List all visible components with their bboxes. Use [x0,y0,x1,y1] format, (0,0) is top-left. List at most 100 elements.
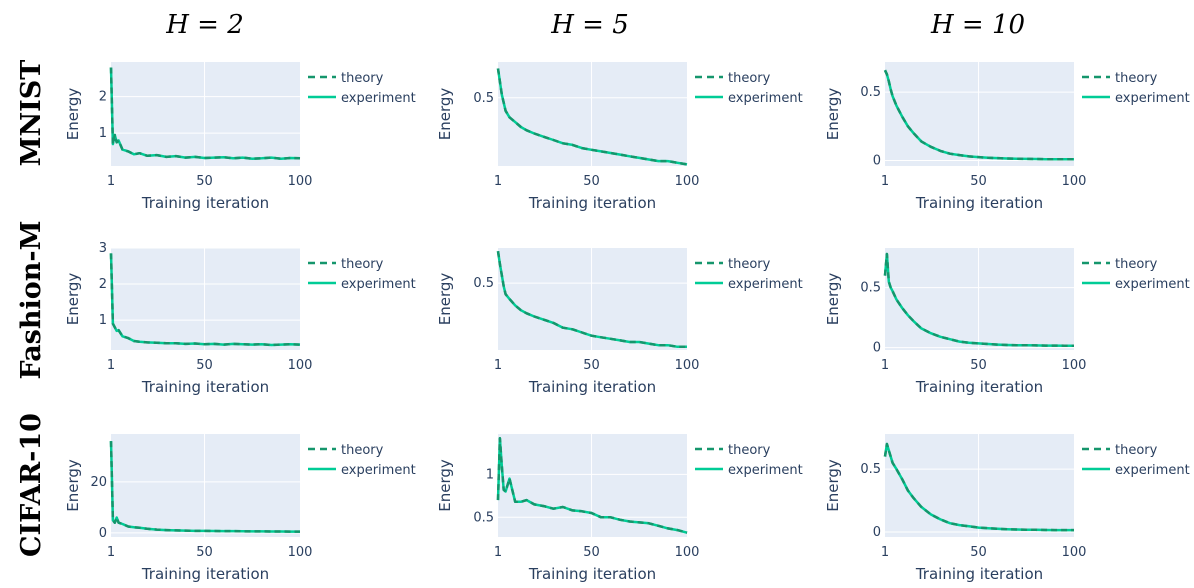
legend-label-theory: theory [728,443,771,458]
y-tick-label: 2 [99,90,107,105]
x-axis-label: Training iteration [915,194,1043,212]
x-tick-label: 100 [1062,358,1087,373]
column-title: H = 2 [165,10,244,40]
legend-label-experiment: experiment [341,91,416,106]
legend-label-theory: theory [341,257,384,272]
x-tick-label: 1 [107,174,115,189]
y-axis-label: Energy [64,273,82,326]
subplot-3-1: 1 50 100 0 20 Training iteration Energy theory e… [64,434,416,583]
x-tick-label: 1 [107,545,115,560]
legend-label-theory: theory [728,257,771,272]
x-tick-label: 50 [970,358,987,373]
y-axis-label: Energy [64,459,82,512]
x-tick-label: 50 [196,545,213,560]
legend-label-experiment: experiment [1115,277,1190,292]
plot-area [885,434,1074,537]
plot-area [111,62,300,166]
subplot-1-1: 1 50 100 1 2 Training iteration Energy theory ex… [64,62,416,212]
row-label: Fashion-M [16,220,47,379]
legend-label-theory: theory [1115,257,1158,272]
y-axis-label: Energy [824,459,842,512]
x-tick-label: 100 [1062,174,1087,189]
legend-label-theory: theory [341,71,384,86]
y-axis-label: Energy [824,273,842,326]
series-line-theory [496,68,688,166]
legend-label-experiment: experiment [1115,91,1190,106]
y-axis-label: Energy [436,459,454,512]
x-tick-label: 50 [196,358,213,373]
x-tick-label: 1 [494,545,502,560]
y-tick-label: 0.5 [473,91,494,106]
subplot-2-3: 1 50 100 0 0.5 Training iteration Energy theory… [824,248,1190,396]
subplot-3-3: 1 50 100 0 0.5 Training iteration Energy theory… [824,434,1190,583]
y-axis-label: Energy [824,88,842,141]
legend-label-experiment: experiment [341,277,416,292]
legend-label-experiment: experiment [1115,463,1190,478]
x-tick-label: 100 [288,358,313,373]
legend-label-experiment: experiment [728,277,803,292]
row-label: CIFAR-10 [16,413,47,557]
x-tick-label: 1 [881,358,889,373]
x-tick-label: 100 [675,358,700,373]
x-axis-label: Training iteration [141,565,269,583]
y-tick-label: 1 [99,126,107,141]
plot-area [111,434,300,537]
legend-label-theory: theory [1115,443,1158,458]
x-axis-label: Training iteration [141,378,269,396]
plot-area [498,248,687,350]
x-tick-label: 100 [288,545,313,560]
y-tick-label: 0 [873,154,881,169]
series-line-theory [109,441,300,533]
y-tick-label: 3 [99,241,107,256]
y-tick-label: 0 [99,526,107,541]
subplot-1-3: 1 50 100 0 0.5 Training iteration Energy theory… [824,62,1190,212]
y-tick-label: 0.5 [860,281,881,296]
subplot-3-2: 1 50 100 0.5 1 Training iteration Energy theory… [436,434,803,583]
x-tick-label: 100 [675,174,700,189]
plot-area [498,62,687,166]
x-tick-label: 100 [1062,545,1087,560]
series-line-theory [496,251,687,349]
x-tick-label: 50 [583,358,600,373]
x-axis-label: Training iteration [528,378,656,396]
legend-label-theory: theory [341,443,384,458]
legend-label-experiment: experiment [728,463,803,478]
series-line-experiment [496,437,688,534]
y-tick-label: 1 [99,313,107,328]
column-title: H = 10 [930,10,1025,40]
x-axis-label: Training iteration [915,565,1043,583]
x-tick-label: 1 [494,174,502,189]
y-tick-label: 0 [873,341,881,356]
subplot-1-2: 1 50 100 0.5 Training iteration Energy theory e… [436,62,803,212]
x-axis-label: Training iteration [528,194,656,212]
y-tick-label: 0 [873,525,881,540]
y-axis-label: Energy [436,273,454,326]
series-line-experiment [883,69,1074,161]
legend-label-theory: theory [728,71,771,86]
plot-area [498,434,687,537]
series-line-theory [883,252,1074,347]
y-tick-label: 0.5 [473,510,494,525]
plot-area [111,248,300,350]
series-line-theory [109,253,301,347]
subplot-2-2: 1 50 100 0.5 Training iteration Energy theory e… [436,248,803,396]
y-tick-label: 1 [486,467,494,482]
x-tick-label: 100 [675,545,700,560]
x-tick-label: 1 [494,358,502,373]
y-tick-label: 20 [90,475,107,490]
y-axis-label: Energy [64,88,82,141]
legend-label-theory: theory [1115,71,1158,86]
y-tick-label: 0.5 [860,85,881,100]
column-title: H = 5 [550,10,629,40]
legend-label-experiment: experiment [728,91,803,106]
legend-label-experiment: experiment [341,463,416,478]
series-line-theory [883,442,1074,532]
x-tick-label: 50 [196,174,213,189]
x-tick-label: 50 [583,174,600,189]
x-tick-label: 50 [583,545,600,560]
x-tick-label: 50 [970,545,987,560]
row-label: MNIST [16,60,47,167]
x-tick-label: 100 [288,174,313,189]
x-axis-label: Training iteration [141,194,269,212]
